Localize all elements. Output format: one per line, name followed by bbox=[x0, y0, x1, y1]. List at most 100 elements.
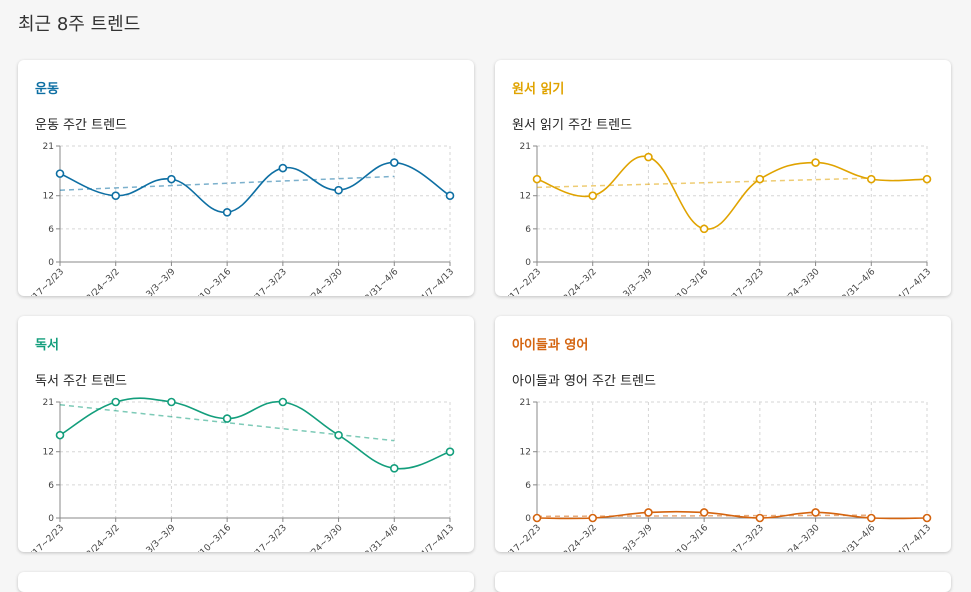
x-tick-label: 3/31~4/6 bbox=[840, 523, 877, 552]
data-point bbox=[532, 174, 542, 184]
card-heading: 아이들과 영어 bbox=[512, 338, 589, 353]
data-point bbox=[445, 447, 455, 457]
card-heading: 운동 bbox=[35, 82, 59, 97]
chart-title: 운동 주간 트렌드 bbox=[35, 118, 127, 133]
x-tick-label: 2/24~3/2 bbox=[562, 523, 599, 552]
data-point bbox=[111, 191, 121, 201]
x-tick-label: 3/10~3/16 bbox=[669, 267, 710, 296]
y-tick-label: 0 bbox=[525, 258, 531, 268]
x-tick-label: 2/17~2/23 bbox=[502, 523, 543, 552]
data-point bbox=[866, 513, 876, 523]
x-tick-label: 3/31~4/6 bbox=[363, 267, 400, 296]
trend-card-reading: 독서 독서 주간 트렌드 0 6 12 21 2/17~2/23 2/24~3/2 3/3~… bbox=[18, 316, 474, 552]
line-chart-exercise: 0 6 12 21 2/17~2/23 2/24~3/2 3/3~3/9 3/10~3/16 3… bbox=[25, 142, 456, 296]
data-point bbox=[334, 430, 343, 440]
chart-title: 독서 주간 트렌드 bbox=[35, 374, 127, 389]
x-tick-label: 2/17~2/23 bbox=[25, 267, 66, 296]
x-tick-label: 3/3~3/9 bbox=[145, 267, 178, 296]
trend-card-next bbox=[495, 572, 951, 592]
x-tick-label: 3/10~3/16 bbox=[192, 523, 233, 552]
data-point bbox=[699, 224, 709, 234]
data-point bbox=[55, 169, 65, 178]
data-point bbox=[811, 508, 820, 517]
data-point bbox=[644, 508, 653, 517]
data-point bbox=[278, 163, 288, 173]
data-point bbox=[167, 174, 176, 184]
data-point bbox=[755, 174, 765, 184]
x-tick-label: 4/7~4/13 bbox=[896, 523, 933, 552]
x-tick-label: 4/7~4/13 bbox=[896, 267, 933, 296]
y-tick-label: 6 bbox=[48, 225, 54, 235]
y-tick-label: 12 bbox=[520, 192, 531, 202]
trend-line bbox=[59, 175, 395, 191]
series-line bbox=[59, 397, 451, 470]
y-tick-label: 0 bbox=[48, 258, 54, 268]
x-tick-label: 3/17~3/23 bbox=[248, 523, 289, 552]
data-point bbox=[445, 191, 455, 201]
x-tick-label: 2/17~2/23 bbox=[502, 267, 543, 296]
data-point bbox=[222, 207, 232, 217]
data-point bbox=[644, 152, 653, 162]
trend-card-exercise: 운동 운동 주간 트렌드 0 6 12 21 2/17~2/23 2/24~3/2 3/3~… bbox=[18, 60, 474, 296]
y-tick-label: 6 bbox=[525, 225, 531, 235]
trend-card-next bbox=[18, 572, 474, 592]
trend-line bbox=[536, 177, 872, 189]
data-point bbox=[532, 513, 542, 523]
data-point bbox=[755, 513, 765, 523]
y-tick-label: 21 bbox=[520, 142, 531, 152]
series-line bbox=[59, 161, 451, 214]
data-point bbox=[222, 414, 232, 423]
series-line bbox=[536, 155, 928, 230]
line-chart-kids-english: 0 6 12 21 2/17~2/23 2/24~3/2 3/3~3/9 3/10~3/16 3… bbox=[502, 398, 933, 552]
x-tick-label: 3/24~3/30 bbox=[304, 523, 345, 552]
y-tick-label: 21 bbox=[520, 398, 531, 408]
x-tick-label: 3/3~3/9 bbox=[622, 267, 655, 296]
line-chart-reading-original: 0 6 12 21 2/17~2/23 2/24~3/2 3/3~3/9 3/10~3/16 3… bbox=[502, 142, 933, 296]
y-tick-label: 6 bbox=[525, 481, 531, 491]
y-tick-label: 21 bbox=[43, 142, 54, 152]
x-tick-label: 3/10~3/16 bbox=[192, 267, 233, 296]
data-point bbox=[389, 463, 399, 473]
y-tick-label: 12 bbox=[520, 448, 531, 458]
data-point bbox=[588, 191, 598, 201]
y-tick-label: 21 bbox=[43, 398, 54, 408]
x-tick-label: 3/24~3/30 bbox=[781, 267, 822, 296]
data-point bbox=[811, 158, 820, 167]
x-tick-label: 4/7~4/13 bbox=[419, 267, 456, 296]
y-tick-label: 0 bbox=[525, 514, 531, 524]
x-tick-label: 3/24~3/30 bbox=[781, 523, 822, 552]
data-point bbox=[111, 397, 121, 407]
x-tick-label: 4/7~4/13 bbox=[419, 523, 456, 552]
series-line bbox=[536, 510, 928, 520]
x-tick-label: 3/3~3/9 bbox=[145, 523, 178, 552]
line-chart-reading: 0 6 12 21 2/17~2/23 2/24~3/2 3/3~3/9 3/10~3/16 3… bbox=[25, 397, 456, 552]
x-tick-label: 3/17~3/23 bbox=[725, 267, 766, 296]
x-tick-label: 3/3~3/9 bbox=[622, 523, 655, 552]
chart-title: 아이들과 영어 주간 트렌드 bbox=[512, 374, 656, 389]
x-tick-label: 2/24~3/2 bbox=[85, 267, 122, 296]
page-title: 최근 8주 트렌드 bbox=[18, 14, 141, 35]
x-tick-label: 3/24~3/30 bbox=[304, 267, 345, 296]
x-tick-label: 2/24~3/2 bbox=[562, 267, 599, 296]
data-point bbox=[922, 513, 932, 523]
data-point bbox=[699, 508, 709, 517]
y-tick-label: 0 bbox=[48, 514, 54, 524]
data-point bbox=[167, 397, 176, 407]
data-point bbox=[922, 174, 932, 184]
x-tick-label: 3/31~4/6 bbox=[840, 267, 877, 296]
y-tick-label: 6 bbox=[48, 481, 54, 491]
x-tick-label: 3/31~4/6 bbox=[363, 523, 400, 552]
x-tick-label: 3/17~3/23 bbox=[248, 267, 289, 296]
y-tick-label: 12 bbox=[43, 448, 54, 458]
x-tick-label: 2/24~3/2 bbox=[85, 523, 122, 552]
y-tick-label: 12 bbox=[43, 192, 54, 202]
card-heading: 원서 읽기 bbox=[512, 82, 565, 97]
chart-title: 원서 읽기 주간 트렌드 bbox=[512, 118, 633, 133]
data-point bbox=[588, 513, 598, 523]
x-tick-label: 3/10~3/16 bbox=[669, 523, 710, 552]
trend-card-reading-original: 원서 읽기 원서 읽기 주간 트렌드 0 6 12 21 2/17~2/23 2/24~3… bbox=[495, 60, 951, 296]
card-heading: 독서 bbox=[35, 338, 59, 353]
x-tick-label: 3/17~3/23 bbox=[725, 523, 766, 552]
data-point bbox=[866, 174, 876, 184]
data-point bbox=[55, 430, 65, 440]
